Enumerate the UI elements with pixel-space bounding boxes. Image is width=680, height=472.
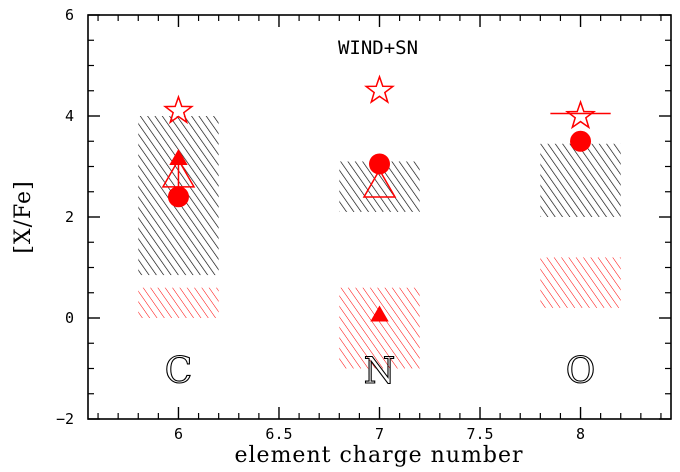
red-hatched-range-5	[540, 257, 621, 308]
open-star-marker-2	[565, 99, 597, 130]
black-hatched-range-2	[540, 143, 621, 217]
y-tick-label-0: −2	[56, 410, 74, 428]
y-tick-label-3: 4	[65, 107, 74, 125]
x-tick-label-0: 6	[174, 425, 183, 443]
x-tick-label-1: 6.5	[265, 425, 292, 443]
x-tick-label-3: 7.5	[466, 425, 493, 443]
filled-circle-marker-2	[570, 130, 592, 152]
filled-triangle-marker-0	[169, 149, 188, 166]
x-axis-title: element charge number	[235, 443, 524, 468]
axis-ticks: 6 6.5 7 7.5 8 −2 0 2 4 6	[56, 6, 671, 443]
y-tick-label-1: 0	[65, 309, 74, 327]
y-tick-label-4: 6	[65, 6, 74, 24]
x-tick-label-4: 8	[576, 425, 585, 443]
open-triangle-marker-1	[362, 168, 397, 198]
data-markers	[161, 74, 611, 322]
filled-circle-marker-0	[167, 186, 189, 208]
annotation-label: WIND+SN	[338, 37, 418, 59]
element-label-C: C	[165, 351, 193, 392]
open-triangle-marker-0	[161, 158, 196, 188]
x-tick-label-2: 7	[375, 425, 384, 443]
red-hatched-range-3	[138, 287, 219, 318]
red-hatched-range-4	[339, 287, 420, 369]
element-label-O: O	[566, 351, 596, 392]
filled-circle-marker-1	[369, 153, 390, 175]
range-bands	[138, 116, 621, 369]
element-label-N: N	[364, 351, 396, 392]
open-star-marker-1	[364, 74, 395, 104]
open-star-marker-0	[162, 94, 194, 125]
y-tick-label-2: 2	[65, 208, 74, 226]
y-axis-title: [X/Fe]	[11, 180, 36, 253]
filled-triangle-marker-1	[370, 305, 389, 322]
